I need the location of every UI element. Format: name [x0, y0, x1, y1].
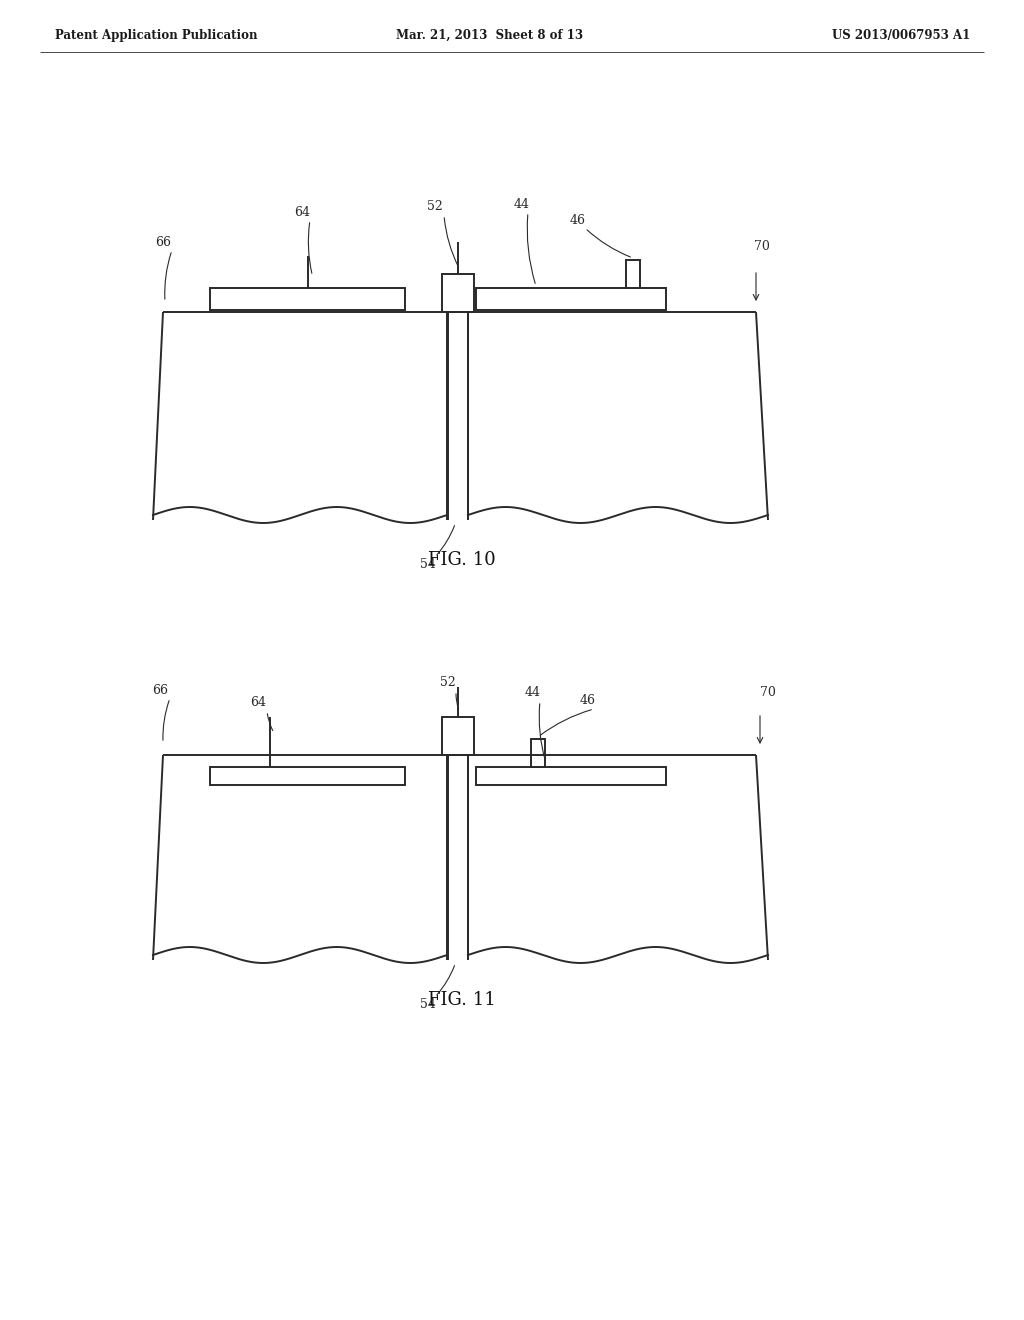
Text: 70: 70 [760, 686, 776, 700]
Bar [531, 739, 545, 767]
Text: Patent Application Publication: Patent Application Publication [55, 29, 257, 41]
Text: 44: 44 [525, 686, 541, 700]
Bar [476, 767, 666, 785]
Text: 64: 64 [294, 206, 310, 219]
Text: 54: 54 [420, 558, 436, 572]
Bar [476, 288, 666, 310]
Text: FIG. 11: FIG. 11 [428, 991, 496, 1008]
Bar [441, 717, 473, 755]
Bar [210, 767, 406, 785]
Text: 46: 46 [580, 694, 596, 708]
Text: 66: 66 [152, 684, 168, 697]
Text: US 2013/0067953 A1: US 2013/0067953 A1 [831, 29, 970, 41]
Text: 44: 44 [514, 198, 530, 210]
Text: 70: 70 [754, 240, 770, 253]
Text: 52: 52 [440, 676, 456, 689]
Text: 64: 64 [250, 697, 266, 710]
Text: 66: 66 [155, 235, 171, 248]
Text: 54: 54 [420, 998, 436, 1011]
Bar [210, 288, 406, 310]
Text: FIG. 10: FIG. 10 [428, 550, 496, 569]
Text: 52: 52 [427, 201, 442, 214]
Text: Mar. 21, 2013  Sheet 8 of 13: Mar. 21, 2013 Sheet 8 of 13 [396, 29, 584, 41]
Text: 46: 46 [570, 214, 586, 227]
Bar [626, 260, 640, 288]
Bar [441, 275, 473, 312]
